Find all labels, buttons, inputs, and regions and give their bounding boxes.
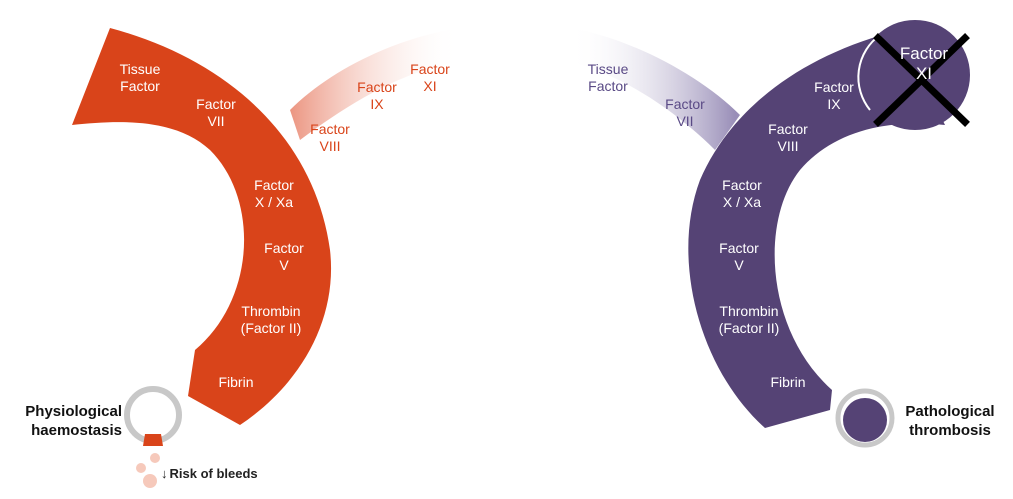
vessel-ring-right	[835, 388, 895, 448]
right-label-factor-ix: Factor IX	[814, 79, 854, 112]
left-faded-arc	[290, 28, 460, 140]
right-label-thrombin: Thrombin (Factor II)	[718, 303, 780, 336]
left-label-factor-vii: Factor VII	[196, 96, 236, 129]
clot-marker	[143, 434, 163, 446]
left-label-thrombin: Thrombin (Factor II)	[240, 303, 302, 336]
right-faded-arc	[570, 28, 740, 150]
left-label-factor-x: Factor X / Xa	[254, 177, 294, 210]
right-main-arc	[688, 30, 945, 428]
vessel-ring-left	[124, 386, 182, 444]
left-main-arc	[72, 28, 332, 425]
right-label-tissue-factor: Tissue Factor	[587, 61, 629, 94]
left-label-fibrin: Fibrin	[218, 374, 254, 390]
thrombus-fill	[843, 398, 887, 442]
down-arrow-icon: ↓	[161, 466, 168, 481]
left-label-factor-v: Factor V	[264, 240, 304, 273]
right-label-factor-v: Factor V	[719, 240, 759, 273]
factor-xi-disc-highlight	[857, 34, 881, 111]
left-label-tissue-factor: Tissue Factor	[119, 61, 161, 94]
left-label-factor-viii: Factor VIII	[310, 121, 350, 154]
blood-drops-icon	[136, 453, 160, 488]
left-label-factor-ix: Factor IX	[357, 79, 397, 112]
right-label-factor-vii: Factor VII	[665, 96, 705, 129]
risk-of-bleeds: ↓ Risk of bleeds	[161, 466, 258, 481]
right-label-fibrin: Fibrin	[770, 374, 806, 390]
pathological-thrombosis-label: Pathological thrombosis	[905, 403, 995, 439]
left-label-factor-xi: Factor XI	[410, 61, 450, 94]
right-label-factor-xi: Factor XI	[899, 44, 949, 83]
risk-of-bleeds-text: Risk of bleeds	[169, 466, 258, 481]
right-label-factor-viii: Factor VIII	[768, 121, 808, 154]
blocked-cross-icon	[873, 33, 970, 127]
right-label-factor-x: Factor X / Xa	[722, 177, 762, 210]
physiological-haemostasis-label: Physiological haemostasis	[25, 403, 122, 439]
